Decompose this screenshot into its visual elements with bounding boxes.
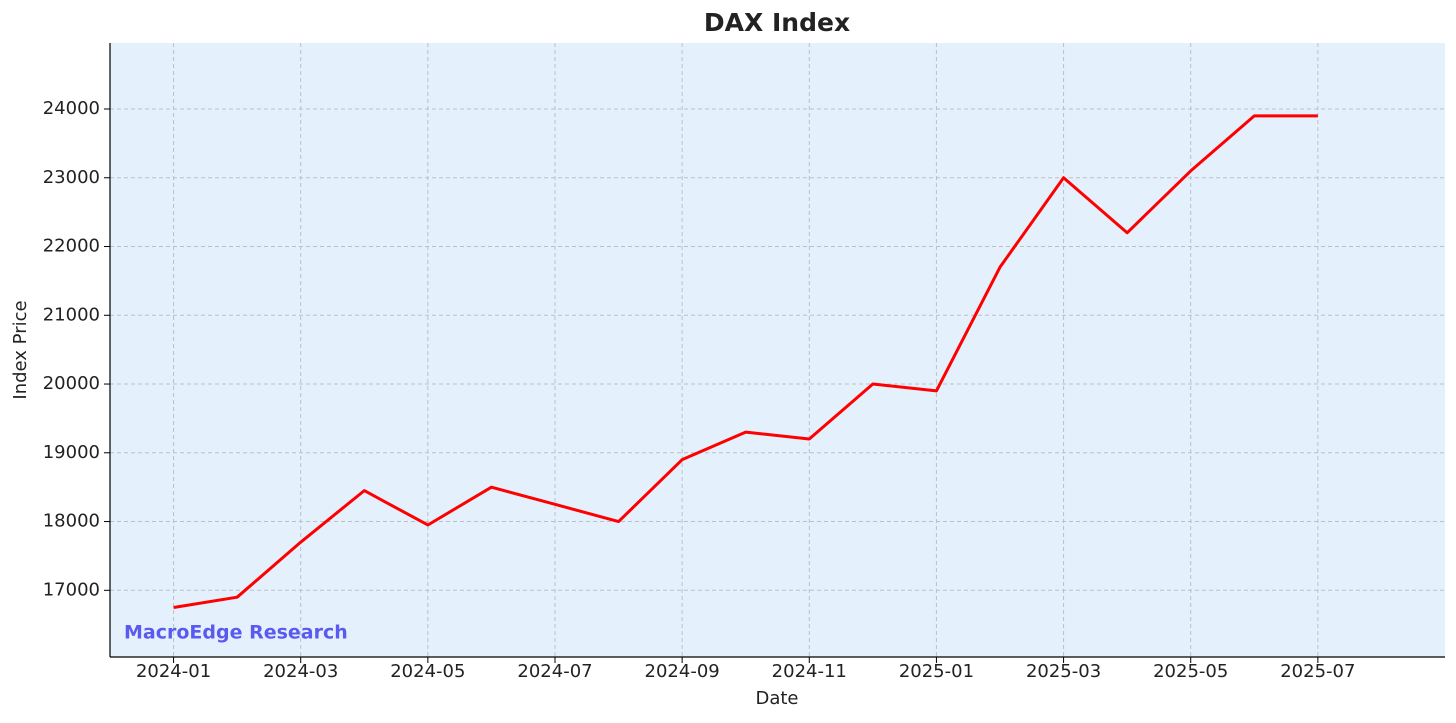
y-tick-label: 17000 <box>43 579 100 600</box>
x-axis-label: Date <box>755 688 798 709</box>
y-tick-label: 19000 <box>43 442 100 463</box>
line-series <box>173 114 1318 609</box>
x-tick-label: 2024-11 <box>772 661 847 682</box>
x-tick-label: 2025-03 <box>1026 661 1101 682</box>
chart-title: DAX Index <box>704 8 850 37</box>
y-tick-label: 24000 <box>43 98 100 119</box>
x-tick-label: 2025-05 <box>1153 661 1228 682</box>
x-tick-label: 2024-01 <box>136 661 211 682</box>
x-tick-label: 2025-07 <box>1280 661 1355 682</box>
y-tick-label: 20000 <box>43 373 100 394</box>
x-tick-label: 2024-07 <box>517 661 592 682</box>
y-axis-label: Index Price <box>10 300 31 399</box>
watermark: MacroEdge Research <box>124 622 348 644</box>
y-tick-label: 18000 <box>43 511 100 532</box>
x-tick-label: 2025-01 <box>899 661 974 682</box>
x-tick-label: 2024-09 <box>645 661 720 682</box>
x-tick-label: 2024-05 <box>390 661 465 682</box>
x-tick-label: 2024-03 <box>263 661 338 682</box>
plot-area <box>110 43 1445 657</box>
y-tick-label: 21000 <box>43 304 100 325</box>
y-tick-label: 23000 <box>43 167 100 188</box>
y-tick-label: 22000 <box>43 236 100 257</box>
